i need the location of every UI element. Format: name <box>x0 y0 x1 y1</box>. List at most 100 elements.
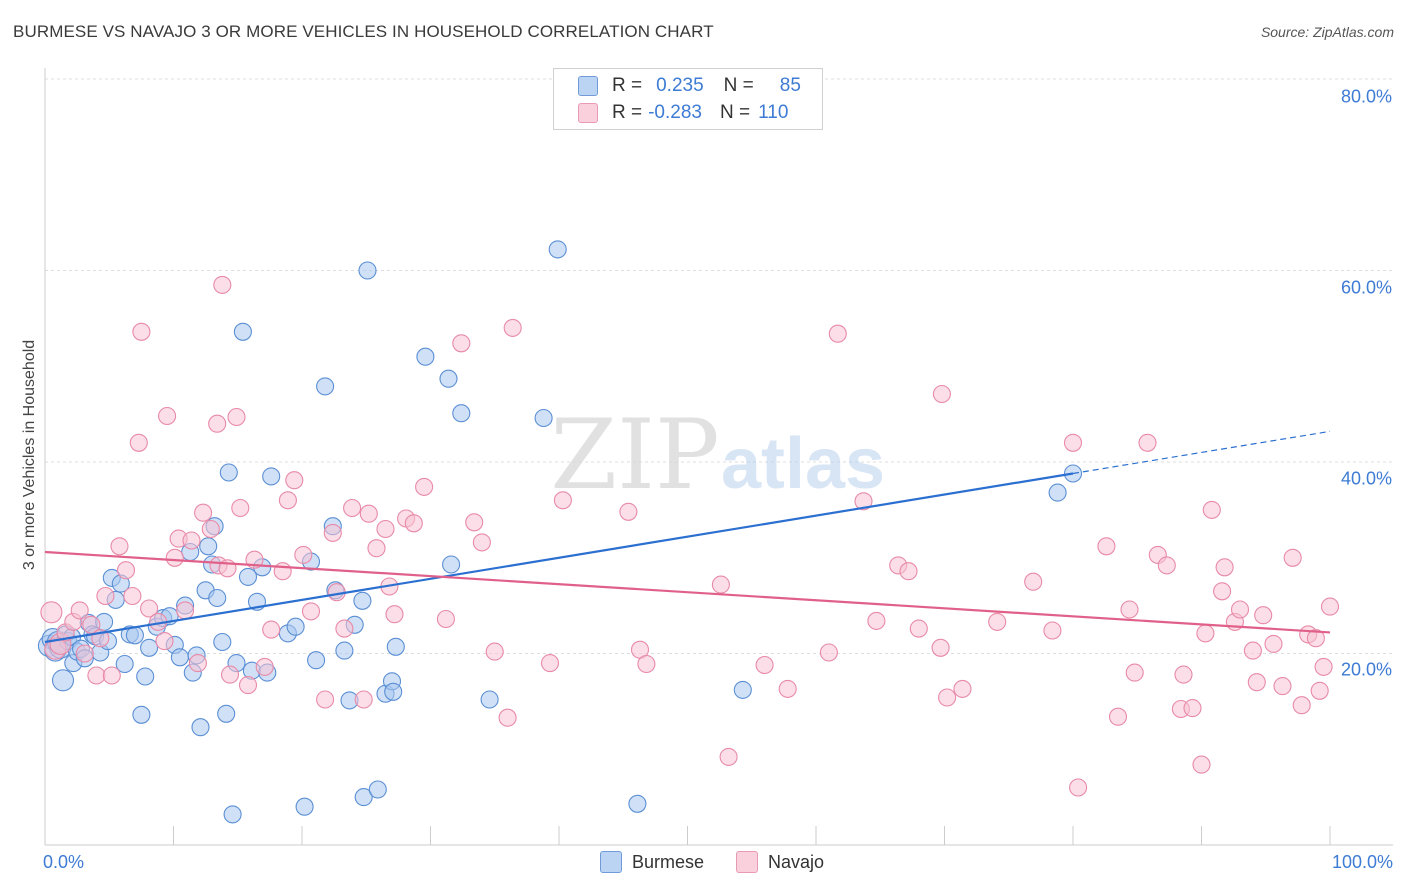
burmese-point <box>534 408 553 428</box>
navajo-point <box>255 657 274 676</box>
navajo-point <box>1283 548 1302 567</box>
navajo-point <box>899 562 918 581</box>
navajo-point <box>376 519 395 539</box>
navajo-point <box>1310 681 1329 700</box>
navajo-point <box>1063 433 1083 452</box>
burmese-point <box>219 463 238 482</box>
burmese-point <box>233 322 252 341</box>
burmese-point <box>199 537 218 556</box>
navajo-point <box>188 654 207 673</box>
burmese-point <box>733 680 752 699</box>
navajo-point <box>867 611 886 630</box>
y-tick-label: 20.0% <box>1340 659 1392 680</box>
legend-label-navajo: Navajo <box>768 851 825 872</box>
navajo-point <box>1306 629 1325 648</box>
burmese-point <box>262 467 281 486</box>
navajo-point <box>1192 755 1211 774</box>
r-label: R = <box>612 75 643 96</box>
burmese-point <box>136 667 155 686</box>
burmese-point <box>442 555 461 574</box>
burmese-points <box>37 240 1083 824</box>
burmese-point <box>335 641 354 660</box>
navajo-swatch <box>578 103 598 123</box>
navajo-point <box>755 655 774 675</box>
navajo-point <box>262 620 281 639</box>
navajo-point <box>404 514 423 533</box>
burmese-point <box>295 797 314 816</box>
chart-title: BURMESE VS NAVAJO 3 OR MORE VEHICLES IN … <box>13 22 714 41</box>
navajo-point <box>988 612 1007 631</box>
navajo-point <box>87 666 106 685</box>
correlation-legend: R = 0.235 N = 85 R = -0.283 N = 110 <box>553 68 823 130</box>
watermark-atlas: atlas <box>721 424 885 504</box>
navajo-point <box>110 537 129 556</box>
navajo-point <box>182 531 201 550</box>
burmese-point <box>223 805 242 824</box>
navajo-point <box>1320 597 1340 616</box>
burmese-point <box>191 718 210 737</box>
navajo-point <box>452 334 471 353</box>
navajo-point <box>553 491 572 510</box>
navajo-point <box>227 407 246 427</box>
navajo-point <box>220 665 240 684</box>
navajo-point <box>1264 634 1283 653</box>
burmese-point <box>213 632 232 652</box>
navajo-point <box>165 548 184 567</box>
burmese-point <box>480 690 499 709</box>
y-tick-label: 80.0% <box>1340 86 1392 107</box>
navajo-point <box>158 406 177 426</box>
navajo-point <box>155 632 174 651</box>
navajo-point <box>1108 707 1128 726</box>
burmese-point <box>628 794 647 813</box>
navajo-point <box>719 747 738 766</box>
navajo-point <box>854 492 873 511</box>
navajo-point <box>1243 641 1262 660</box>
navajo-point <box>1157 556 1176 575</box>
burmese-point <box>217 704 236 723</box>
r-label: R = <box>612 102 643 123</box>
x-tick-label: 100.0% <box>1331 852 1393 872</box>
legend-label-burmese: Burmese <box>632 851 705 872</box>
navajo-point <box>82 615 101 634</box>
navajo-point <box>343 498 362 518</box>
burmese-swatch <box>600 851 622 873</box>
navajo-point <box>931 638 950 657</box>
navajo-point <box>1174 665 1193 684</box>
navajo-point <box>498 708 517 727</box>
navajo-point <box>129 433 148 452</box>
navajo-point <box>359 504 378 523</box>
navajo-point <box>1254 606 1273 625</box>
navajo-point <box>102 666 121 685</box>
navajo-point <box>123 586 142 606</box>
navajo-point <box>1069 778 1088 797</box>
burmese-point <box>368 780 387 799</box>
burmese-point <box>238 567 258 586</box>
burmese-point <box>416 347 435 366</box>
navajo-point <box>1183 699 1202 718</box>
burmese-point <box>1048 483 1067 502</box>
burmese-point <box>170 648 189 667</box>
y-tick-label: 40.0% <box>1340 468 1392 489</box>
navajo-point <box>1043 621 1062 640</box>
grid-lines <box>45 78 1393 654</box>
navajo-point <box>70 601 89 620</box>
navajo-point <box>1125 663 1144 682</box>
n-value: 110 <box>758 102 789 123</box>
burmese-point <box>307 651 326 670</box>
navajo-point <box>96 586 115 606</box>
r-value: -0.283 <box>648 102 702 123</box>
navajo-trend-line <box>44 550 1331 634</box>
navajo-point <box>1247 673 1266 692</box>
navajo-point <box>238 676 258 695</box>
navajo-point <box>316 690 335 709</box>
navajo-point <box>637 654 656 674</box>
burmese-point <box>316 377 335 396</box>
navajo-point <box>294 545 313 564</box>
burmese-trend-extension <box>1072 430 1331 475</box>
burmese-point <box>51 669 75 692</box>
x-tick-label: 0.0% <box>43 852 85 872</box>
navajo-point <box>335 619 354 638</box>
navajo-point <box>778 679 797 698</box>
burmese-point <box>140 638 159 657</box>
